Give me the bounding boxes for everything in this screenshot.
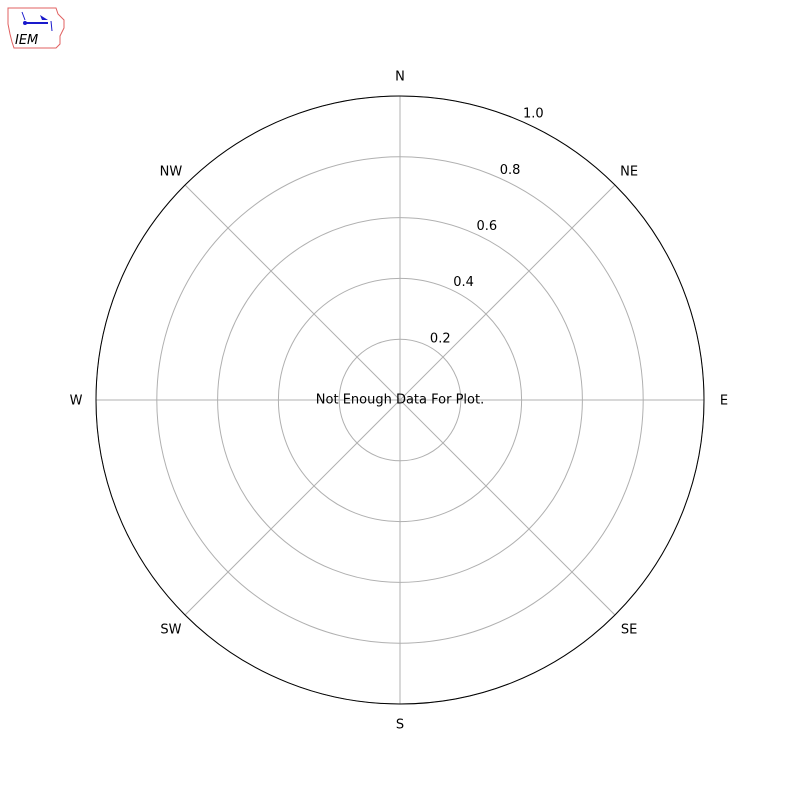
radial-tick-label: 0.6 xyxy=(476,219,497,234)
no-data-message: Not Enough Data For Plot. xyxy=(316,393,484,408)
radial-tick-label: 0.4 xyxy=(453,275,474,290)
direction-label-se: SE xyxy=(621,623,637,638)
direction-label-sw: SW xyxy=(160,623,181,638)
polar-frame xyxy=(95,95,705,705)
radial-tick-label: 1.0 xyxy=(523,107,544,122)
iem-logo: IEM xyxy=(7,7,65,49)
logo-text: IEM xyxy=(15,33,38,48)
radial-tick-label: 0.2 xyxy=(430,331,451,346)
direction-label-ne: NE xyxy=(620,164,638,179)
direction-label-nw: NW xyxy=(160,164,183,179)
angular-gridline xyxy=(184,184,401,401)
angular-gridline xyxy=(399,399,616,616)
direction-label-s: S xyxy=(396,718,404,733)
angular-gridline xyxy=(184,399,401,616)
direction-labels: N NE E SE S SW W NW xyxy=(70,70,729,733)
radial-tick-labels: 0.2 0.4 0.6 0.8 1.0 xyxy=(430,107,544,347)
angular-gridline xyxy=(399,184,616,401)
direction-label-e: E xyxy=(720,394,728,409)
direction-label-w: W xyxy=(70,394,83,409)
direction-label-n: N xyxy=(395,70,405,85)
radial-tick-label: 0.8 xyxy=(500,163,521,178)
